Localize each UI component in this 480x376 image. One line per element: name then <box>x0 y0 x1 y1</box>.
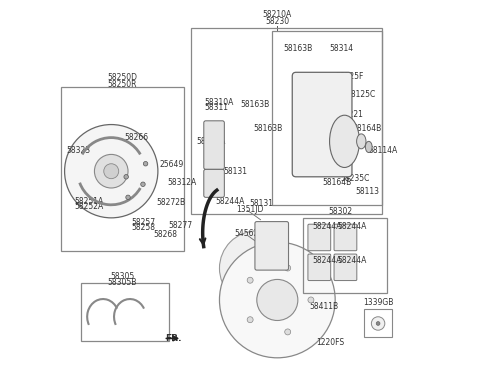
Text: 58244A: 58244A <box>313 221 342 230</box>
Text: 58305: 58305 <box>110 272 134 281</box>
Text: 58302: 58302 <box>329 207 353 216</box>
Text: 58268: 58268 <box>154 230 178 239</box>
Text: 58244A: 58244A <box>215 197 244 206</box>
Text: 58163B: 58163B <box>253 124 282 133</box>
Text: 58131: 58131 <box>249 199 273 208</box>
Circle shape <box>285 329 291 335</box>
Circle shape <box>144 162 148 166</box>
Circle shape <box>104 164 119 179</box>
Circle shape <box>65 124 158 218</box>
Text: FR.: FR. <box>165 334 182 343</box>
Text: 58277: 58277 <box>168 221 192 230</box>
Text: 58131: 58131 <box>223 167 247 176</box>
Circle shape <box>219 231 294 306</box>
Text: 58323: 58323 <box>66 146 91 155</box>
Circle shape <box>124 174 129 179</box>
Text: 58250R: 58250R <box>108 80 137 89</box>
Text: 58164B: 58164B <box>323 178 352 187</box>
Text: 58258: 58258 <box>132 223 156 232</box>
Text: 58230: 58230 <box>265 17 289 26</box>
Text: 58250D: 58250D <box>108 73 137 82</box>
Text: 58244A: 58244A <box>338 256 367 265</box>
Text: 58244A: 58244A <box>313 256 342 265</box>
Ellipse shape <box>357 134 366 149</box>
Circle shape <box>95 155 128 188</box>
Text: 54562D: 54562D <box>234 229 264 238</box>
Ellipse shape <box>365 141 372 153</box>
FancyBboxPatch shape <box>204 169 224 197</box>
Text: 58244A: 58244A <box>338 221 367 230</box>
Text: 58310A: 58310A <box>204 98 234 107</box>
FancyBboxPatch shape <box>334 224 357 251</box>
FancyBboxPatch shape <box>308 224 331 251</box>
Text: 58164B: 58164B <box>352 124 381 133</box>
FancyBboxPatch shape <box>292 72 352 177</box>
Text: 58266: 58266 <box>124 133 148 142</box>
Text: 58235C: 58235C <box>340 174 370 183</box>
Text: 58411B: 58411B <box>309 302 338 311</box>
Text: 58272B: 58272B <box>157 198 186 207</box>
Text: 1351JD: 1351JD <box>236 205 264 214</box>
Text: 58252A: 58252A <box>74 202 103 211</box>
Text: 58125C: 58125C <box>347 90 376 99</box>
Circle shape <box>308 297 314 303</box>
Circle shape <box>247 277 253 283</box>
Text: 58113: 58113 <box>355 187 379 196</box>
FancyBboxPatch shape <box>308 254 331 280</box>
Text: 58114A: 58114A <box>369 146 398 155</box>
Circle shape <box>126 195 130 200</box>
Circle shape <box>372 317 385 330</box>
Circle shape <box>141 182 145 186</box>
Circle shape <box>219 242 335 358</box>
FancyBboxPatch shape <box>204 121 224 169</box>
Text: 58305B: 58305B <box>108 278 137 287</box>
Text: 58257: 58257 <box>132 218 156 227</box>
Text: 58210A: 58210A <box>263 10 292 19</box>
Text: 25649: 25649 <box>159 160 183 169</box>
Text: 58311: 58311 <box>204 103 228 112</box>
Text: 58221: 58221 <box>339 109 363 118</box>
Circle shape <box>247 317 253 323</box>
Text: 58312A: 58312A <box>167 178 196 187</box>
Ellipse shape <box>330 115 360 167</box>
Circle shape <box>285 265 291 271</box>
Text: 58222: 58222 <box>315 159 338 168</box>
Circle shape <box>257 279 298 320</box>
Text: 1339GB: 1339GB <box>363 299 393 308</box>
Text: 58163B: 58163B <box>283 44 312 53</box>
Circle shape <box>376 321 380 325</box>
Text: 1220FS: 1220FS <box>316 338 345 347</box>
Text: 58251A: 58251A <box>74 197 103 206</box>
Text: 58125F: 58125F <box>335 71 363 80</box>
FancyBboxPatch shape <box>334 254 357 280</box>
Text: 58163B: 58163B <box>240 100 269 109</box>
Text: 58244A: 58244A <box>196 137 226 146</box>
Text: 58314: 58314 <box>330 44 354 53</box>
FancyBboxPatch shape <box>255 221 288 270</box>
